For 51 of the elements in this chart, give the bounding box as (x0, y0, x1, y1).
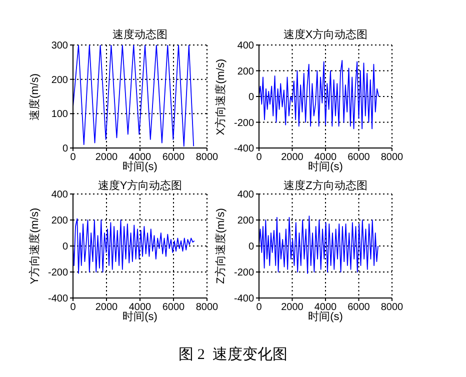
y-tick-label: 0 (62, 242, 68, 253)
x-tick-label: 2000 (95, 302, 118, 314)
chart-title: 速度Y方向动态图 (98, 180, 182, 192)
y-tick-label: -200 (234, 268, 254, 279)
line-series (259, 60, 380, 130)
y-tick-label: 200 (237, 66, 254, 78)
x-axis-title: 时间(s) (308, 161, 343, 173)
x-tick-label: 8000 (196, 152, 219, 164)
caption: 图 2 速度变化图 (178, 345, 288, 364)
x-tick-label: 8000 (196, 302, 219, 314)
x-tick-label: 8000 (380, 302, 404, 314)
chart-title: 速度动态图 (112, 28, 168, 42)
x-tick-label: 6000 (162, 152, 186, 164)
chart-title: 速度Z方向动态图 (284, 180, 368, 192)
y-tick-label: 400 (237, 190, 254, 201)
y-tick-label: 200 (51, 216, 68, 227)
y-tick-label: 300 (51, 40, 68, 52)
x-tick-label: 2000 (281, 302, 304, 314)
line-series (73, 218, 195, 274)
y-tick-label: 0 (248, 242, 254, 253)
y-tick-label: 0 (248, 92, 254, 104)
x-tick-label: 0 (70, 302, 76, 314)
x-tick-label: 8000 (380, 152, 404, 164)
y-tick-label: 400 (237, 40, 254, 52)
y-tick-label: 100 (51, 109, 68, 120)
y-tick-label: -200 (48, 268, 68, 279)
y-tick-label: -400 (234, 144, 254, 155)
x-tick-label: 0 (256, 302, 262, 314)
y-tick-label: 200 (237, 216, 254, 227)
x-tick-label: 0 (70, 152, 76, 164)
y-tick-label: 0 (62, 144, 68, 155)
y-axis-title: 速度(m/s) (28, 72, 42, 122)
x-tick-label: 6000 (162, 302, 186, 314)
y-tick-label: -400 (48, 294, 68, 305)
line-series (259, 216, 378, 274)
y-tick-label: -400 (234, 294, 254, 305)
y-axis-title: Y方向速度(m/s) (28, 206, 42, 286)
x-tick-label: 0 (256, 152, 262, 164)
x-tick-label: 6000 (348, 302, 370, 314)
y-axis-title: Z方向速度(m/s) (215, 208, 227, 284)
x-axis-title: 时间(s) (122, 161, 158, 173)
y-tick-label: -200 (234, 118, 254, 129)
x-tick-label: 2000 (95, 152, 118, 164)
chart-title: 速度X方向动态图 (282, 28, 369, 42)
y-axis-title: X方向速度(m/s) (215, 58, 227, 135)
x-tick-label: 2000 (281, 152, 304, 164)
x-axis-title: 时间(s) (122, 311, 158, 323)
x-tick-label: 6000 (348, 152, 370, 164)
y-tick-label: 400 (51, 190, 68, 201)
x-axis-title: 时间(s) (308, 311, 343, 323)
y-tick-label: 200 (51, 74, 68, 86)
